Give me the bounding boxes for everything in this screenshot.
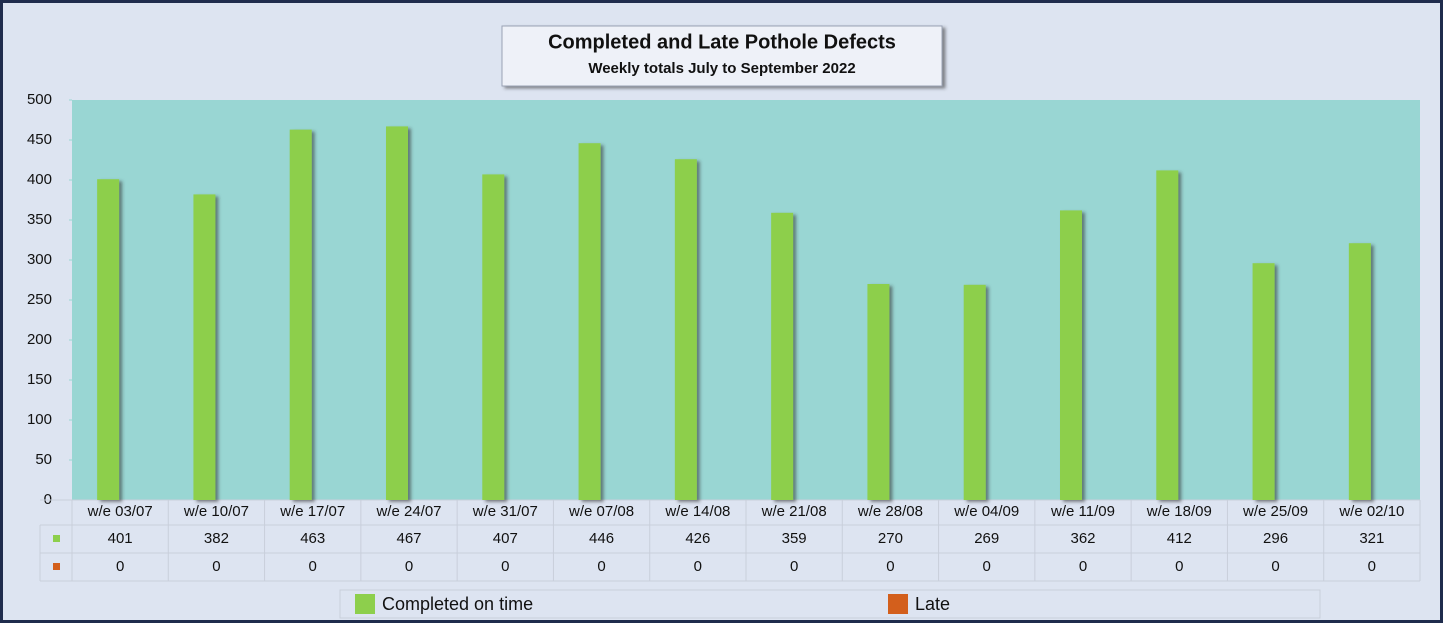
bar: [771, 212, 794, 501]
table-value: 269: [974, 530, 999, 547]
chart-subtitle: Weekly totals July to September 2022: [588, 60, 855, 77]
y-tick-label: 450: [27, 131, 52, 148]
y-tick-label: 150: [27, 371, 52, 388]
table-value: 467: [396, 530, 421, 547]
y-tick-label: 500: [27, 91, 52, 108]
table-value: 296: [1263, 530, 1288, 547]
bar: [578, 143, 601, 500]
table-value: 0: [501, 558, 509, 575]
bar: [1156, 170, 1179, 500]
table-value: 362: [1070, 530, 1095, 547]
bar: [97, 179, 120, 500]
table-value: 401: [108, 530, 133, 547]
legend-key: [355, 594, 375, 614]
table-value: 0: [790, 558, 798, 575]
table-value: 0: [116, 558, 124, 575]
legend-label: Completed on time: [382, 594, 533, 614]
y-tick-label: 0: [44, 491, 52, 508]
x-tick-label: w/e 11/09: [1050, 503, 1115, 520]
x-tick-label: w/e 14/08: [664, 503, 730, 520]
bar: [1348, 243, 1371, 500]
bar: [386, 126, 408, 501]
table-legend-key: [53, 535, 60, 542]
table-value: 0: [983, 558, 991, 575]
y-tick-label: 200: [27, 331, 52, 348]
x-tick-label: w/e 24/07: [375, 503, 441, 520]
table-value: 0: [212, 558, 220, 575]
legend-box: [339, 589, 1321, 619]
x-tick-label: w/e 07/08: [568, 503, 634, 520]
x-tick-label: w/e 31/07: [472, 503, 538, 520]
y-tick-label: 50: [35, 451, 52, 468]
table-value: 0: [1079, 558, 1087, 575]
table-legend-key: [53, 563, 60, 570]
legend-key: [888, 594, 908, 614]
table-value: 412: [1167, 530, 1192, 547]
x-tick-label: w/e 18/09: [1146, 503, 1212, 520]
x-tick-label: w/e 04/09: [953, 503, 1019, 520]
x-tick-label: w/e 25/09: [1242, 503, 1308, 520]
table-value: 359: [782, 530, 807, 547]
bar: [482, 174, 505, 500]
x-tick-label: w/e 28/08: [857, 503, 923, 520]
y-tick-label: 100: [27, 411, 52, 428]
bar: [867, 284, 890, 500]
bar: [289, 129, 312, 500]
bar: [963, 284, 986, 500]
bar: [674, 159, 697, 500]
table-value: 0: [1271, 558, 1279, 575]
bar: [193, 194, 216, 500]
table-value: 0: [405, 558, 413, 575]
plot-area: [72, 100, 1420, 500]
y-tick-label: 250: [27, 291, 52, 308]
y-tick-label: 300: [27, 251, 52, 268]
x-tick-label: w/e 21/08: [761, 503, 827, 520]
table-value: 0: [597, 558, 605, 575]
x-tick-label: w/e 02/10: [1338, 503, 1404, 520]
y-tick-label: 400: [27, 171, 52, 188]
bar: [1252, 263, 1275, 500]
y-tick-label: 350: [27, 211, 52, 228]
table-value: 426: [685, 530, 710, 547]
chart-title: Completed and Late Pothole Defects: [548, 31, 896, 53]
bar: [1060, 210, 1082, 500]
legend-label: Late: [915, 594, 950, 614]
table-value: 0: [1368, 558, 1376, 575]
title-box: [501, 25, 943, 87]
x-tick-label: w/e 17/07: [279, 503, 345, 520]
table-value: 0: [1175, 558, 1183, 575]
table-value: 0: [886, 558, 894, 575]
table-value: 321: [1359, 530, 1384, 547]
table-value: 270: [878, 530, 903, 547]
table-value: 407: [493, 530, 518, 547]
table-value: 463: [300, 530, 325, 547]
x-tick-label: w/e 10/07: [183, 503, 249, 520]
x-tick-label: w/e 03/07: [87, 503, 153, 520]
table-value: 0: [694, 558, 702, 575]
table-value: 382: [204, 530, 229, 547]
table-value: 0: [309, 558, 317, 575]
table-value: 446: [589, 530, 614, 547]
